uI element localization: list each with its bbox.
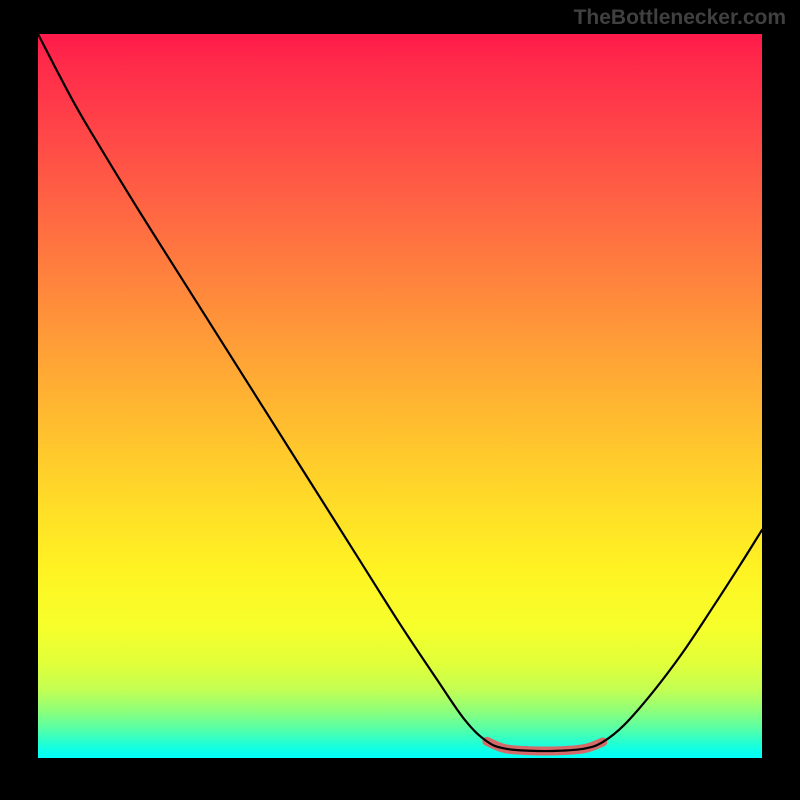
curve-layer bbox=[38, 34, 762, 758]
plot-area bbox=[38, 34, 762, 758]
chart-container: TheBottlenecker.com bbox=[0, 0, 800, 800]
optimal-range-highlight bbox=[487, 741, 603, 751]
watermark-text: TheBottlenecker.com bbox=[574, 6, 786, 30]
bottleneck-curve bbox=[38, 34, 762, 751]
